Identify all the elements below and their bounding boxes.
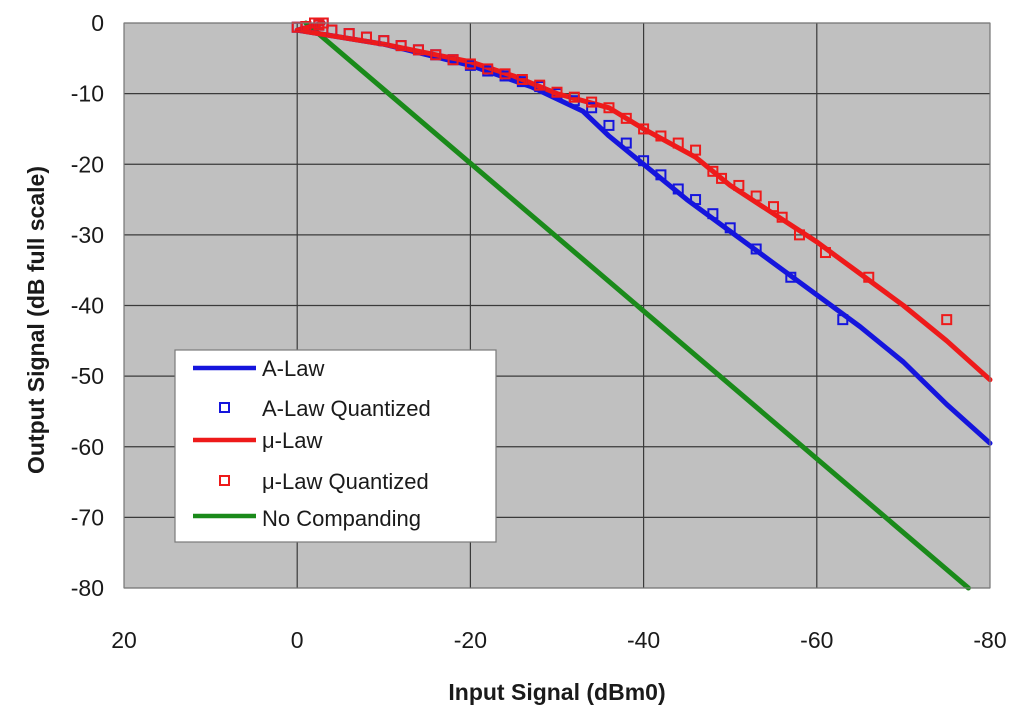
y-axis-title: Output Signal (dB full scale): [23, 166, 49, 474]
marker-mu-law-quantized: [793, 229, 805, 241]
marker-mu-law-quantized: [360, 31, 372, 43]
marker-a-law-quantized: [707, 208, 719, 220]
marker-mu-law-quantized: [863, 271, 875, 283]
marker-a-law-quantized: [724, 222, 736, 234]
marker-mu-law-quantized: [313, 19, 325, 31]
legend-label-a-law-quantized: A-Law Quantized: [262, 396, 431, 421]
legend-label-mu-law-quantized: μ-Law Quantized: [262, 469, 429, 494]
marker-mu-law-quantized: [707, 165, 719, 177]
marker-a-law-quantized: [620, 137, 632, 149]
marker-a-law-quantized: [690, 194, 702, 206]
marker-a-law-quantized: [586, 102, 598, 114]
y-tick-label: -80: [71, 575, 104, 601]
marker-a-law-quantized: [750, 243, 762, 255]
y-tick-label: -70: [71, 504, 104, 530]
marker-mu-law-quantized: [672, 137, 684, 149]
series-line-mu-law: [294, 20, 993, 383]
marker-mu-law-quantized: [716, 172, 728, 184]
x-axis-title: Input Signal (dBm0): [448, 679, 665, 705]
marker-a-law-quantized: [785, 271, 797, 283]
marker-mu-law-quantized: [378, 35, 390, 47]
y-tick-labels: 0 -10 -20 -30 -40 -50 -60 -70 -80: [71, 10, 104, 601]
legend-swatch-a-law-quantized: [219, 402, 230, 413]
marker-mu-law-quantized: [343, 28, 355, 40]
marker-mu-law-quantized: [776, 211, 788, 223]
plot-frame: [123, 22, 991, 589]
x-tick-label: -40: [627, 627, 660, 653]
marker-a-law-quantized: [837, 314, 849, 326]
marker-a-law-quantized: [655, 169, 667, 181]
y-tick-label: -50: [71, 363, 104, 389]
marker-mu-law-quantized: [733, 179, 745, 191]
x-tick-labels: 20 0 -20 -40 -60 -80: [111, 627, 1006, 653]
marker-mu-law-quantized: [603, 102, 615, 114]
x-tick-label: 0: [291, 627, 304, 653]
marker-mu-law-quantized: [586, 96, 598, 108]
marker-mu-law-quantized: [768, 201, 779, 213]
x-tick-label: -60: [800, 627, 833, 653]
legend-swatch-mu-law-quantized: [219, 475, 230, 486]
marker-mu-law-quantized: [941, 314, 953, 326]
marker-mu-law-quantized: [516, 74, 528, 85]
y-tick-label: 0: [91, 10, 104, 36]
marker-mu-law-quantized: [412, 44, 424, 56]
marker-mu-law-quantized: [690, 144, 702, 156]
legend-label-no-companding: No Companding: [262, 506, 421, 531]
marker-mu-law-quantized: [534, 79, 546, 91]
marker-mu-law-quantized: [551, 86, 563, 98]
series-line-no-companding: [303, 20, 971, 591]
x-tick-label: -20: [454, 627, 487, 653]
legend: A-Law A-Law Quantized μ-Law μ-Law Quanti…: [174, 349, 497, 543]
marker-mu-law-quantized: [750, 190, 762, 202]
marker-mu-law-quantized: [430, 49, 442, 61]
marker-a-law-quantized: [672, 183, 684, 195]
marker-mu-law-quantized: [395, 40, 407, 52]
legend-label-a-law: A-Law: [262, 356, 324, 381]
marker-a-law-quantized: [638, 155, 650, 167]
legend-label-mu-law: μ-Law: [262, 428, 322, 453]
marker-mu-law-quantized: [482, 63, 494, 75]
x-tick-label: 20: [111, 627, 137, 653]
x-tick-label: -80: [973, 627, 1006, 653]
marker-mu-law-quantized: [499, 68, 511, 80]
marker-mu-law-quantized: [620, 112, 632, 124]
y-tick-label: -60: [71, 434, 104, 460]
y-tick-label: -10: [71, 81, 104, 107]
y-tick-label: -20: [71, 151, 104, 177]
marker-mu-law-quantized: [447, 54, 459, 66]
y-tick-label: -40: [71, 293, 104, 319]
marker-mu-law-quantized: [326, 24, 338, 36]
marker-mu-law-quantized: [568, 91, 580, 103]
marker-mu-law-quantized: [638, 123, 650, 135]
legend-box: [174, 349, 497, 543]
marker-mu-law-quantized: [819, 247, 831, 259]
marker-mu-law-quantized: [655, 130, 667, 142]
y-tick-label: -30: [71, 222, 104, 248]
marker-mu-law-quantized: [464, 58, 476, 70]
marker-a-law-quantized: [603, 119, 615, 131]
